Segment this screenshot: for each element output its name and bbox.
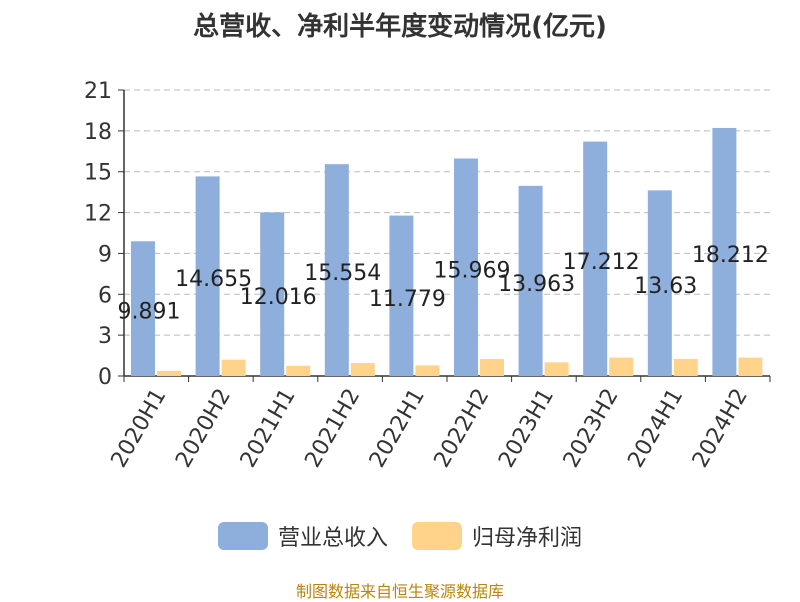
bar-profit	[544, 362, 569, 376]
data-label-revenue: 18.212	[692, 243, 769, 268]
legend-label-revenue: 营业总收入	[277, 526, 388, 551]
data-label-revenue: 15.554	[304, 261, 381, 286]
bar-profit	[609, 357, 634, 376]
bar-profit	[286, 365, 311, 376]
bar-revenue	[518, 185, 543, 376]
x-tick-label: 2020H1	[107, 385, 172, 472]
bar-profit	[480, 358, 504, 376]
chart-title: 总营收、净利半年度变动情况(亿元)	[193, 12, 607, 42]
data-label-revenue: 15.969	[434, 258, 511, 283]
legend-item-revenue[interactable]: 营业总收入	[217, 520, 388, 552]
source-note: 制图数据来自恒生聚源数据库	[295, 582, 504, 601]
x-tick-label: 2022H1	[365, 385, 430, 472]
legend-swatch-profit	[412, 522, 462, 550]
bar-revenue	[389, 215, 414, 376]
bar-revenue	[324, 164, 349, 376]
bar-revenue	[195, 176, 220, 376]
x-tick-label: 2023H1	[494, 385, 559, 472]
data-label-revenue: 13.963	[498, 272, 575, 297]
x-tick-label: 2024H2	[688, 385, 753, 472]
bar-profit	[738, 357, 763, 376]
x-tick-label: 2021H1	[236, 385, 301, 472]
x-tick-label: 2023H2	[559, 385, 624, 472]
bar-profit	[673, 358, 698, 376]
legend: 营业总收入 归母净利润	[0, 520, 800, 552]
data-label-revenue: 11.779	[369, 287, 446, 312]
bar-revenue	[712, 127, 737, 376]
y-tick-label: 15	[84, 161, 112, 186]
y-tick-label: 3	[98, 324, 112, 349]
y-tick-label: 0	[98, 365, 112, 390]
bar-profit	[415, 365, 440, 376]
legend-swatch-revenue	[217, 522, 268, 550]
y-tick-label: 6	[98, 283, 112, 308]
bar-revenue	[131, 241, 155, 376]
bar-profit	[157, 370, 181, 376]
data-label-revenue: 13.63	[634, 274, 697, 299]
x-tick-label: 2020H2	[171, 385, 236, 472]
y-tick-label: 18	[84, 120, 112, 145]
bar-revenue	[454, 158, 478, 376]
bar-revenue	[260, 212, 285, 376]
data-label-revenue: 17.212	[563, 250, 640, 275]
data-label-revenue: 14.655	[175, 267, 252, 292]
data-label-revenue: 9.891	[118, 300, 181, 325]
bar-profit	[221, 359, 246, 376]
y-tick-label: 9	[98, 242, 112, 267]
x-tick-label: 2024H1	[623, 385, 688, 472]
bar-revenue	[647, 190, 672, 376]
legend-label-profit: 归母净利润	[472, 526, 583, 551]
bar-profit	[350, 363, 375, 376]
x-tick-label: 2022H2	[430, 385, 495, 472]
bar-revenue	[583, 141, 608, 376]
data-label-revenue: 12.016	[240, 285, 317, 310]
x-tick-label: 2021H2	[300, 385, 365, 472]
legend-item-profit[interactable]: 归母净利润	[412, 520, 582, 552]
y-tick-label: 12	[84, 202, 112, 227]
y-tick-label: 21	[84, 79, 112, 104]
